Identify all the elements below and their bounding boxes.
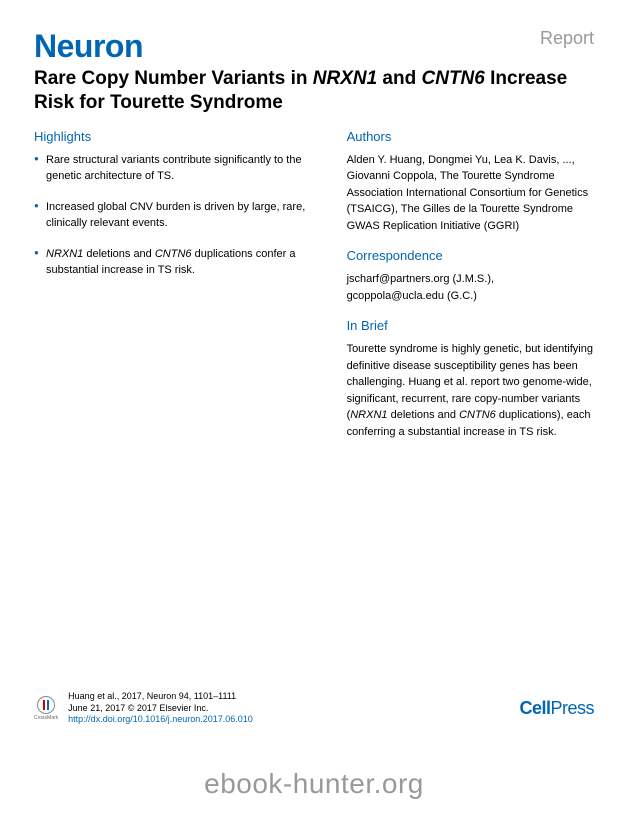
- publisher-cell: Cell: [519, 698, 550, 718]
- authors-text: Alden Y. Huang, Dongmei Yu, Lea K. Davis…: [347, 152, 594, 235]
- inbrief-heading: In Brief: [347, 318, 594, 333]
- highlights-column: Highlights Rare structural variants cont…: [34, 129, 319, 441]
- highlight-item: Increased global CNV burden is driven by…: [34, 199, 319, 232]
- authors-heading: Authors: [347, 129, 594, 144]
- highlight-item: Rare structural variants contribute sign…: [34, 152, 319, 185]
- footer-left: CrossMark Huang et al., 2017, Neuron 94,…: [34, 691, 253, 726]
- publisher-logo: CellPress: [519, 698, 594, 719]
- title-gene2: CNTN6: [422, 68, 485, 89]
- inbrief-text: Tourette syndrome is highly genetic, but…: [347, 341, 594, 440]
- crossmark-circle-icon: [37, 696, 55, 714]
- citation-doi[interactable]: http://dx.doi.org/10.1016/j.neuron.2017.…: [68, 714, 253, 726]
- header-row: Neuron Report: [34, 28, 594, 65]
- citation-line1: Huang et al., 2017, Neuron 94, 1101–1111: [68, 691, 253, 703]
- gene-cntn6: CNTN6: [155, 248, 192, 260]
- title-prefix: Rare Copy Number Variants in: [34, 68, 313, 89]
- citation-line2: June 21, 2017 © 2017 Elsevier Inc.: [68, 703, 253, 715]
- inbrief-mid1: deletions and: [388, 409, 460, 421]
- inbrief-gene2: CNTN6: [459, 409, 496, 421]
- highlights-heading: Highlights: [34, 129, 319, 144]
- crossmark-icon[interactable]: CrossMark: [34, 696, 58, 721]
- article-title: Rare Copy Number Variants in NRXN1 and C…: [34, 67, 594, 115]
- correspondence-heading: Correspondence: [347, 248, 594, 263]
- right-column: Authors Alden Y. Huang, Dongmei Yu, Lea …: [347, 129, 594, 441]
- watermark: ebook-hunter.org: [0, 768, 628, 800]
- gene-nrxn1: NRXN1: [46, 248, 83, 260]
- correspondence-text: jscharf@partners.org (J.M.S.), gcoppola@…: [347, 271, 594, 304]
- title-mid: and: [377, 68, 421, 89]
- footer: CrossMark Huang et al., 2017, Neuron 94,…: [34, 691, 594, 726]
- publisher-press: Press: [550, 698, 594, 718]
- journal-name: Neuron: [34, 28, 143, 65]
- inbrief-gene1: NRXN1: [350, 409, 387, 421]
- highlight-item: NRXN1 deletions and CNTN6 duplications c…: [34, 246, 319, 279]
- title-gene1: NRXN1: [313, 68, 377, 89]
- article-type: Report: [540, 28, 594, 49]
- crossmark-label: CrossMark: [34, 715, 58, 721]
- content-row: Highlights Rare structural variants cont…: [34, 129, 594, 441]
- highlight-text: Increased global CNV burden is driven by…: [46, 201, 305, 230]
- highlight-text: Rare structural variants contribute sign…: [46, 154, 302, 183]
- highlights-list: Rare structural variants contribute sign…: [34, 152, 319, 279]
- citation-block: Huang et al., 2017, Neuron 94, 1101–1111…: [68, 691, 253, 726]
